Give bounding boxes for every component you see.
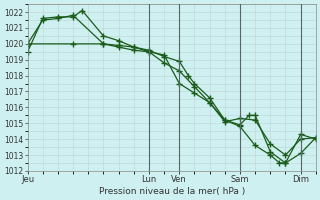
X-axis label: Pression niveau de la mer( hPa ): Pression niveau de la mer( hPa ): [99, 187, 245, 196]
